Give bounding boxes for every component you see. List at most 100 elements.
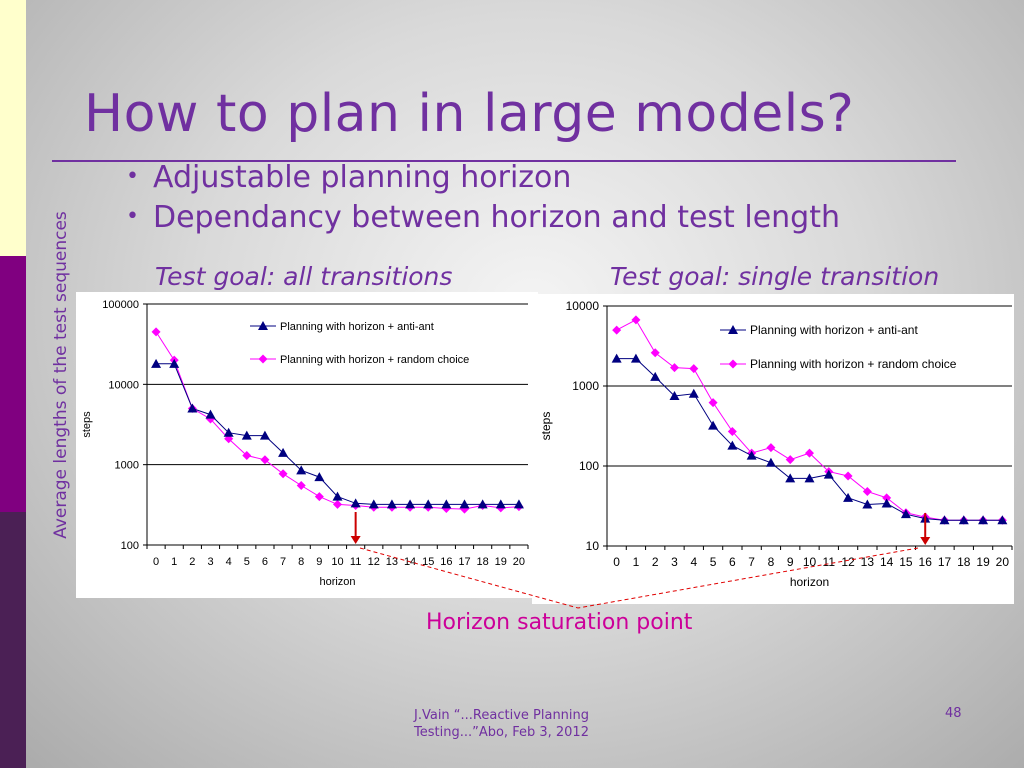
data-point-triangle [630, 353, 641, 363]
bullet-item: • Dependancy between horizon and test len… [126, 200, 840, 235]
data-point-triangle [259, 430, 270, 440]
series-line [156, 363, 519, 505]
x-tick-label: 11 [350, 556, 361, 568]
data-point-triangle [495, 499, 506, 509]
data-point-triangle [650, 371, 661, 381]
data-point-diamond [670, 363, 679, 373]
x-tick-label: 10 [331, 556, 343, 568]
data-point-diamond [151, 327, 161, 337]
x-tick-label: 13 [386, 556, 398, 568]
legend-label: Planning with horizon + random choice [280, 354, 469, 366]
footer-line: Testing...”Abo, Feb 3, 2012 [414, 725, 589, 740]
data-point-triangle [862, 499, 873, 509]
x-tick-label: 8 [298, 556, 304, 568]
x-tick-label: 18 [477, 556, 489, 568]
data-point-triangle [978, 515, 989, 525]
x-tick-label: 18 [957, 555, 971, 569]
data-point-diamond [882, 493, 892, 503]
data-point-triangle [405, 499, 416, 509]
x-tick-label: 15 [422, 556, 434, 568]
x-tick-label: 3 [207, 556, 213, 568]
data-point-diamond [296, 481, 306, 491]
x-tick-label: 1 [633, 555, 640, 569]
data-point-triangle [459, 499, 470, 509]
data-point-triangle [997, 515, 1008, 525]
saturation-label: Horizon saturation point [426, 610, 693, 635]
y-axis-title: steps [539, 412, 553, 441]
legend-marker-diamond [258, 354, 268, 364]
data-point-triangle [223, 427, 234, 437]
y-tick-label: 10000 [108, 379, 139, 391]
x-tick-label: 15 [899, 555, 913, 569]
data-point-triangle [958, 515, 969, 525]
x-tick-label: 6 [262, 556, 268, 568]
left-accent-bar-middle [0, 256, 26, 512]
data-point-diamond [314, 492, 324, 502]
data-point-diamond [333, 499, 342, 509]
data-point-diamond [727, 426, 737, 436]
data-point-triangle [900, 509, 911, 519]
footer-line: J.Vain “...Reactive Planning [414, 708, 590, 723]
y-tick-label: 100000 [102, 299, 139, 311]
data-point-diamond [631, 315, 641, 325]
bullet-text: Adjustable planning horizon [152, 160, 572, 195]
x-tick-label: 6 [729, 555, 736, 569]
y-tick-label: 100 [121, 540, 139, 552]
data-point-triangle [611, 353, 622, 363]
data-point-triangle [386, 499, 397, 509]
data-point-triangle [785, 473, 796, 483]
vertical-axis-caption: Average lengths of the test sequences [51, 211, 71, 539]
page-number: 48 [945, 706, 962, 721]
data-point-diamond [862, 487, 872, 497]
data-point-diamond [260, 455, 270, 465]
data-point-diamond [206, 414, 215, 424]
legend-label: Planning with horizon + anti-ant [750, 323, 918, 337]
data-point-triangle [314, 472, 325, 482]
data-point-triangle [804, 473, 815, 483]
x-tick-label: 17 [458, 556, 470, 568]
data-point-triangle [746, 450, 757, 460]
data-point-triangle [205, 409, 216, 419]
data-point-triangle [881, 498, 892, 508]
data-point-triangle [688, 388, 699, 398]
data-point-diamond [612, 325, 622, 335]
legend-marker-triangle [258, 321, 268, 330]
data-point-diamond [689, 364, 699, 374]
data-point-diamond [650, 348, 660, 358]
bullet-item: • Adjustable planning horizon [126, 160, 571, 195]
data-point-triangle [843, 492, 854, 502]
x-tick-label: 8 [768, 555, 775, 569]
data-point-triangle [441, 499, 452, 509]
x-tick-label: 9 [787, 555, 794, 569]
x-tick-label: 11 [823, 555, 836, 569]
data-point-diamond [843, 471, 853, 481]
data-point-triangle [477, 499, 488, 509]
x-tick-label: 14 [404, 556, 416, 568]
data-point-diamond [766, 443, 776, 453]
data-point-triangle [727, 440, 738, 450]
legend-marker-diamond [728, 359, 738, 369]
y-tick-label: 1000 [115, 460, 139, 472]
x-tick-label: 16 [919, 555, 933, 569]
legend-label: Planning with horizon + anti-ant [280, 321, 434, 333]
title-divider [52, 160, 956, 162]
saturation-arrow-head [350, 536, 361, 544]
x-tick-label: 13 [861, 555, 875, 569]
slide-title: How to plan in large models? [84, 84, 855, 144]
data-point-triangle [296, 465, 307, 475]
bullet-dot-icon: • [126, 204, 139, 229]
legend-label: Planning with horizon + random choice [750, 357, 957, 371]
footer-citation: J.Vain “...Reactive Planning Testing...”… [414, 707, 589, 741]
data-point-triangle [241, 430, 252, 440]
x-tick-label: 4 [226, 556, 232, 568]
data-point-triangle [708, 420, 719, 430]
x-tick-label: 2 [189, 556, 195, 568]
y-tick-label: 100 [579, 459, 599, 473]
chart-all-transitions: 100000 10000 1000 100 0 1 2 3 4 5 6 7 8 9 10 11 12 13 14 15… [76, 292, 538, 598]
x-tick-label: 19 [976, 555, 990, 569]
x-axis-title: horizon [790, 575, 829, 589]
data-point-triangle [187, 403, 198, 413]
data-point-triangle [350, 498, 361, 508]
